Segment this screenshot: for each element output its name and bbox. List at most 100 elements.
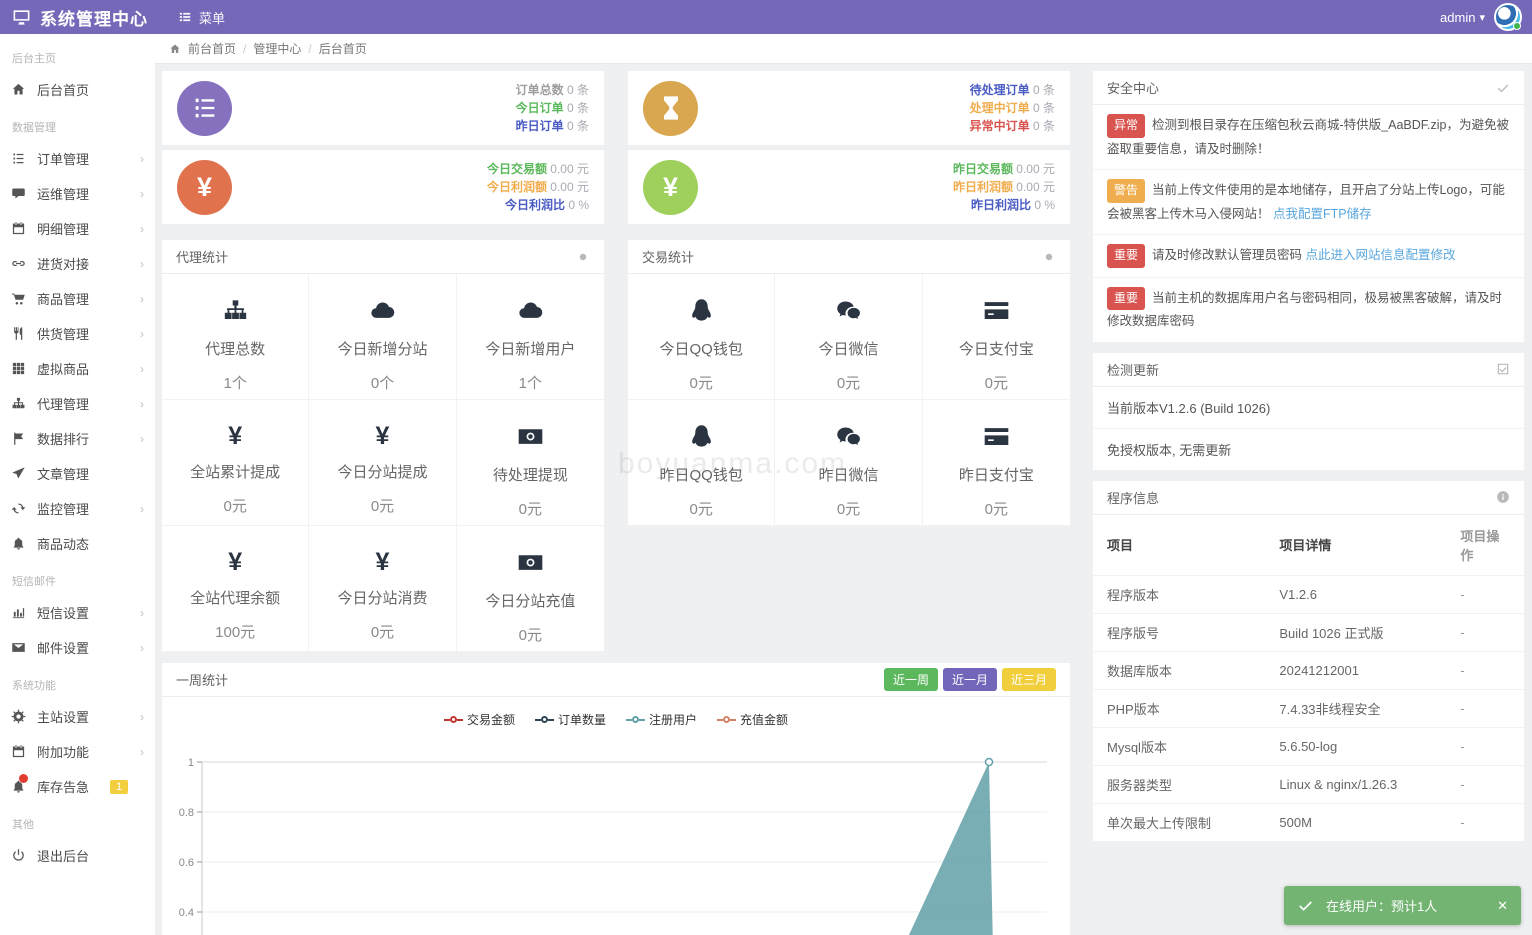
sitemap-icon <box>11 396 26 411</box>
sidebar-item-sms-settings[interactable]: 短信设置 › <box>0 595 155 630</box>
sidebar-item-monitoring[interactable]: 监控管理 › <box>0 491 155 526</box>
sidebar-item-label: 数据排行 <box>37 432 90 447</box>
configure-ftp-link[interactable]: 点我配置FTP储存 <box>1273 206 1372 221</box>
refresh-icon <box>11 501 26 516</box>
credit-card-icon <box>983 297 1010 324</box>
breadcrumb-front-home[interactable]: 前台首页 <box>188 42 237 56</box>
legend-item-registered-users[interactable]: 注册用户 <box>626 711 697 728</box>
stat-label: 今日利润比 <box>504 198 565 212</box>
panel-title: 安全中心 <box>1107 81 1160 96</box>
panel-options-icon[interactable] <box>1042 250 1056 264</box>
stat-cell: 昨日支付宝 0元 <box>922 400 1070 526</box>
sidebar-item-logout[interactable]: 退出后台 <box>0 838 155 873</box>
calendar-icon <box>11 744 26 759</box>
y-tick: 1 <box>188 757 194 769</box>
site-config-link[interactable]: 点此进入网站信息配置修改 <box>1305 248 1456 263</box>
table-row: Mysql版本 5.6.50-log - <box>1093 726 1524 766</box>
stat-label: 今日分站提成 <box>337 464 428 481</box>
ordered-list-icon <box>191 94 219 122</box>
notice-text: 当前上传文件使用的是本地储存，且开启了分站上传Logo，可能会被黑客上传木马入侵… <box>1107 183 1505 221</box>
sidebar-item-home[interactable]: 后台首页 <box>0 72 155 107</box>
money-bill-icon <box>517 423 544 450</box>
sidebar-item-site-settings[interactable]: 主站设置 › <box>0 699 155 734</box>
checkbox-icon[interactable] <box>1496 362 1510 376</box>
stat-value: 0.00 元 <box>1016 162 1055 176</box>
sidebar-item-supply[interactable]: 供货管理 › <box>0 316 155 351</box>
cloud-icon <box>517 297 544 324</box>
chevron-right-icon: › <box>140 221 144 236</box>
chevron-right-icon: › <box>140 501 144 516</box>
stat-value: 0元 <box>518 627 542 644</box>
sidebar-item-mail-settings[interactable]: 邮件设置 › <box>0 630 155 665</box>
sidebar-item-label: 短信设置 <box>37 606 90 621</box>
legend-item-order-count[interactable]: 订单数量 <box>534 711 606 728</box>
severity-badge: 警告 <box>1107 179 1146 203</box>
stat-label: 昨日QQ钱包 <box>659 467 743 484</box>
sidebar-item-label: 附加功能 <box>37 745 90 760</box>
sidebar-item-articles[interactable]: 文章管理 <box>0 456 155 491</box>
stat-label: 今日利润额 <box>486 180 547 194</box>
sidebar-item-stock-alert[interactable]: 库存告急 1 <box>0 769 155 804</box>
update-check-panel: 检测更新 当前版本V1.2.6 (Build 1026) 免授权版本, 无需更新 <box>1093 352 1524 470</box>
range-quarter-button[interactable]: 近三月 <box>1001 668 1056 691</box>
sidebar-item-products[interactable]: 商品管理 › <box>0 281 155 316</box>
yen-icon: ¥ <box>228 548 243 576</box>
stat-label: 昨日微信 <box>818 467 879 484</box>
legend-item-recharge-amount[interactable]: 充值金额 <box>717 711 788 728</box>
info-icon <box>1496 490 1510 504</box>
sidebar-item-virtual-goods[interactable]: 虚拟商品 › <box>0 351 155 386</box>
toast-text: 在线用户：预计1人 <box>1326 899 1438 914</box>
sidebar-item-label: 虚拟商品 <box>37 362 90 377</box>
sidebar-item-orders[interactable]: 订单管理 › <box>0 141 155 176</box>
user-dropdown[interactable]: admin ▾ <box>1440 10 1485 25</box>
yen-icon: ¥ <box>375 548 390 576</box>
item-detail: 500M <box>1265 802 1447 841</box>
chevron-right-icon: › <box>140 396 144 411</box>
panel-title: 检测更新 <box>1107 362 1160 378</box>
stat-value: 0元 <box>836 501 861 518</box>
list-icon <box>11 151 26 166</box>
notice-text: 请及时修改默认管理员密码 <box>1152 248 1303 263</box>
item-name: 数据库版本 <box>1093 650 1266 690</box>
item-op: - <box>1446 802 1524 841</box>
username: admin <box>1440 9 1476 25</box>
column-header: 项目详情 <box>1279 538 1332 554</box>
stat-cell: 今日新增分站 0个 <box>309 274 457 400</box>
range-month-button[interactable]: 近一月 <box>942 668 997 691</box>
orders-icon-circle <box>177 80 232 136</box>
sidebar-item-product-news[interactable]: 商品动态 <box>0 526 155 561</box>
app-logo[interactable]: 系统管理中心 <box>0 5 160 30</box>
stat-value: 0个 <box>370 375 395 392</box>
breadcrumb-admin-center[interactable]: 管理中心 <box>253 42 302 56</box>
column-header: 项目操作 <box>1460 528 1500 563</box>
hourglass-icon-circle <box>643 80 698 136</box>
close-icon[interactable]: ✕ <box>1497 897 1508 913</box>
sidebar-item-addons[interactable]: 附加功能 › <box>0 734 155 769</box>
hourglass-icon <box>657 94 685 122</box>
sidebar-item-details[interactable]: 明细管理 › <box>0 211 155 246</box>
stat-label: 待处理提现 <box>492 467 568 484</box>
avatar[interactable] <box>1494 3 1522 31</box>
sidebar-item-purchase-integration[interactable]: 进货对接 › <box>0 246 155 281</box>
stat-cell: 昨日微信 0元 <box>775 400 923 526</box>
legend-item-trade-amount[interactable]: 交易金额 <box>443 711 515 728</box>
table-row: 程序版本 V1.2.6- <box>1093 574 1524 614</box>
panel-options-icon[interactable] <box>576 250 590 264</box>
menu-toggle[interactable]: 菜单 <box>178 8 225 27</box>
sidebar-section-main: 后台主页 <box>12 53 56 65</box>
stat-value: 0元 <box>984 501 1008 518</box>
severity-badge: 重要 <box>1107 244 1146 268</box>
desktop-icon <box>12 8 31 27</box>
stat-value: 0元 <box>518 501 542 518</box>
sidebar-section-data: 数据管理 <box>12 122 56 134</box>
range-week-button[interactable]: 近一周 <box>883 668 938 691</box>
orders-summary-card: 订单总数 0 条 今日订单 0 条 昨日订单 0 条 <box>162 71 604 145</box>
sidebar-item-agents[interactable]: 代理管理 › <box>0 386 155 421</box>
table-row: 程序版号 Build 1026 正式版 - <box>1093 612 1524 652</box>
breadcrumb-backend-home[interactable]: 后台首页 <box>318 42 367 56</box>
item-name: PHP版本 <box>1093 688 1266 728</box>
stat-label: 昨日交易额 <box>952 162 1013 176</box>
sidebar-item-operations[interactable]: 运维管理 › <box>0 176 155 211</box>
sidebar-item-rankings[interactable]: 数据排行 › <box>0 421 155 456</box>
panel-title: 一周统计 <box>176 673 229 688</box>
